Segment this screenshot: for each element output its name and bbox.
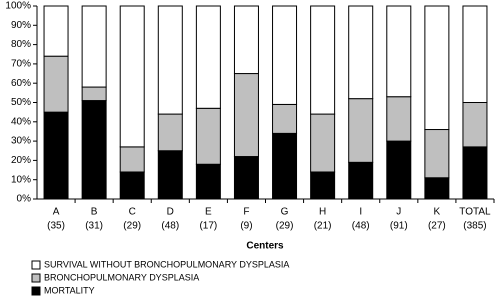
bar-segment [195,107,221,165]
bar-segment [119,171,145,200]
bar-segment [81,86,107,102]
bar-segment [462,102,488,148]
legend-swatch [31,273,41,283]
x-tick-label: (9) [240,221,252,232]
bar-segment [348,161,374,200]
bar-segment [272,132,298,200]
y-tick-label: 20% [11,155,31,166]
bar-segment [157,150,183,200]
y-tick-label: 100% [5,1,31,12]
x-tick-label: A [53,207,60,218]
bar-segment [233,156,259,200]
bar-segment [462,146,488,200]
x-tick-label: E [205,207,212,218]
x-tick-label: (48) [352,221,370,232]
x-tick-label: (48) [161,221,179,232]
x-tick-label: D [167,207,174,218]
bar-segment [310,171,336,200]
bar-segment [424,129,450,179]
bar-segment [462,5,488,103]
bar-segment [119,5,145,148]
bar-segment [272,103,298,134]
x-tick-label: (27) [428,221,446,232]
x-tick-label: B [91,207,98,218]
x-tick-label: (35) [47,221,65,232]
x-tick-label: I [359,207,362,218]
y-tick-label: 0% [17,194,32,205]
legend-swatch [31,260,41,270]
legend-label: MORTALITY [44,285,95,295]
bar-segment [424,5,450,131]
x-tick-label: F [243,207,249,218]
bar-segment [195,5,221,109]
legend-label: SURVIVAL WITHOUT BRONCHOPULMONARY DYSPLA… [44,259,289,269]
x-tick-label: (385) [463,221,486,232]
y-tick-label: 10% [11,174,31,185]
x-tick-label: (31) [85,221,103,232]
x-tick-label: J [396,207,401,218]
x-tick-label: (29) [276,221,294,232]
x-tick-label: H [319,207,326,218]
bar-segment [43,5,69,57]
bar-segment [386,140,412,200]
bar-segment [195,163,221,200]
y-tick-label: 90% [11,20,31,31]
x-tick-label: (91) [390,221,408,232]
bar-segment [348,5,374,100]
bar-segment [424,177,450,200]
bar-segment [157,113,183,152]
y-tick-label: 30% [11,136,31,147]
bar-segment [81,100,107,200]
y-tick-label: 80% [11,39,31,50]
legend-label: BRONCHOPULMONARY DYSPLASIA [44,272,199,282]
y-tick-label: 60% [11,78,31,89]
x-tick-label: TOTAL [459,207,491,218]
x-tick-label: (21) [314,221,332,232]
x-tick-label: G [281,207,289,218]
bar-segment [233,5,259,75]
x-axis-title: Centers [246,241,284,252]
bar-segment [43,111,69,200]
bar-segment [233,73,259,158]
bar-segment [157,5,183,115]
bar-segment [386,5,412,98]
bar-segment [348,98,374,163]
bar-segment [272,5,298,105]
y-tick-label: 50% [11,97,31,108]
y-tick-label: 70% [11,59,31,70]
x-tick-label: (29) [123,221,141,232]
bar-segment [81,5,107,88]
bar-segment [119,146,145,173]
bar-segment [386,96,412,142]
x-tick-label: C [129,207,136,218]
bar-segment [310,113,336,173]
bar-segment [310,5,336,115]
x-tick-label: (17) [199,221,217,232]
bar-segment [43,55,69,113]
x-tick-label: K [434,207,441,218]
legend-swatch [31,286,41,296]
y-tick-label: 40% [11,116,31,127]
